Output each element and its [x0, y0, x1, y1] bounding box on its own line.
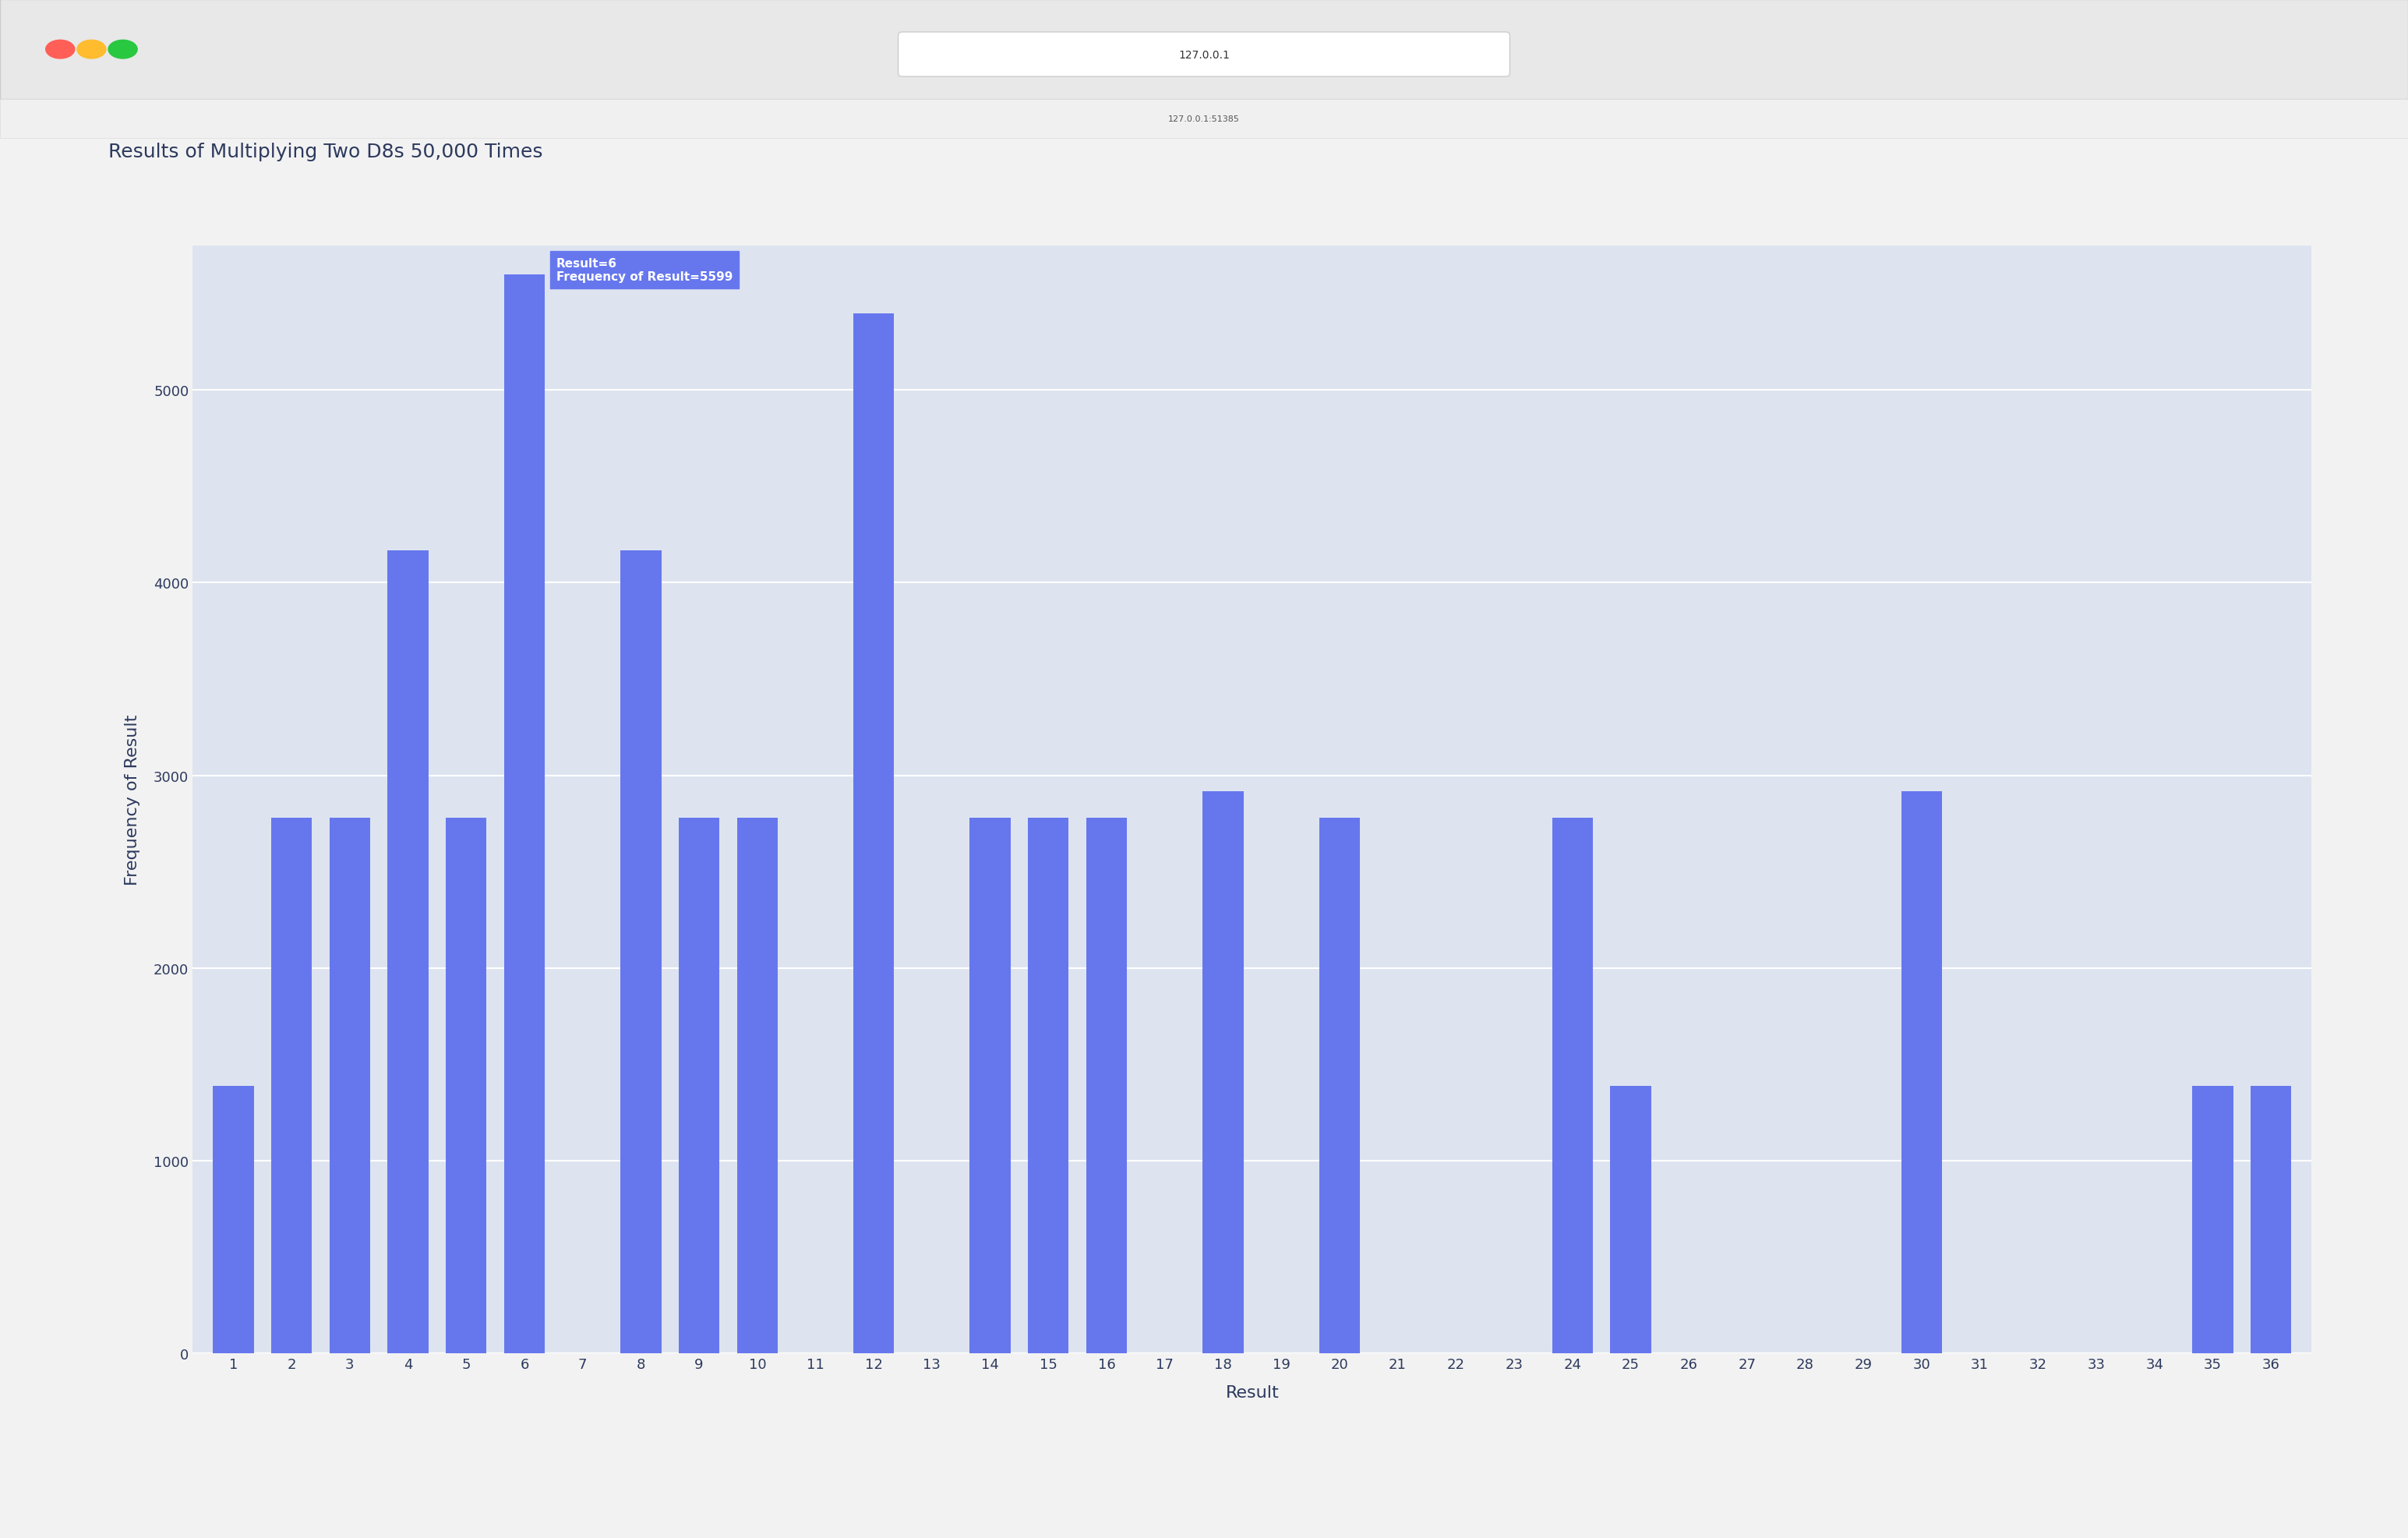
FancyBboxPatch shape	[898, 32, 1510, 77]
Text: 127.0.0.1: 127.0.0.1	[1178, 49, 1230, 60]
Text: Results of Multiplying Two D8s 50,000 Times: Results of Multiplying Two D8s 50,000 Ti…	[108, 143, 542, 161]
Y-axis label: Frequency of Result: Frequency of Result	[125, 714, 140, 886]
Bar	[445, 818, 486, 1353]
Text: 127.0.0.1:51385: 127.0.0.1:51385	[1168, 115, 1240, 123]
Bar	[1902, 792, 1941, 1353]
Bar	[330, 818, 371, 1353]
Bar	[388, 551, 429, 1353]
Bar	[1553, 818, 1592, 1353]
FancyBboxPatch shape	[0, 100, 2408, 138]
Bar	[2191, 1086, 2232, 1353]
Circle shape	[46, 40, 75, 60]
Bar	[1320, 818, 1361, 1353]
Bar	[679, 818, 720, 1353]
Circle shape	[108, 40, 137, 60]
Bar	[852, 314, 893, 1353]
Bar	[1086, 818, 1127, 1353]
Bar	[2251, 1086, 2292, 1353]
Text: Result=6
Frequency of Result=5599: Result=6 Frequency of Result=5599	[556, 258, 732, 283]
FancyBboxPatch shape	[0, 0, 2408, 100]
Bar	[272, 818, 313, 1353]
Bar	[621, 551, 662, 1353]
Bar	[1202, 792, 1243, 1353]
Bar	[970, 818, 1011, 1353]
Bar	[212, 1086, 253, 1353]
X-axis label: Result: Result	[1226, 1384, 1279, 1400]
Bar	[737, 818, 778, 1353]
Bar	[1611, 1086, 1652, 1353]
Circle shape	[77, 40, 106, 60]
Bar	[503, 275, 544, 1353]
Bar	[1028, 818, 1069, 1353]
